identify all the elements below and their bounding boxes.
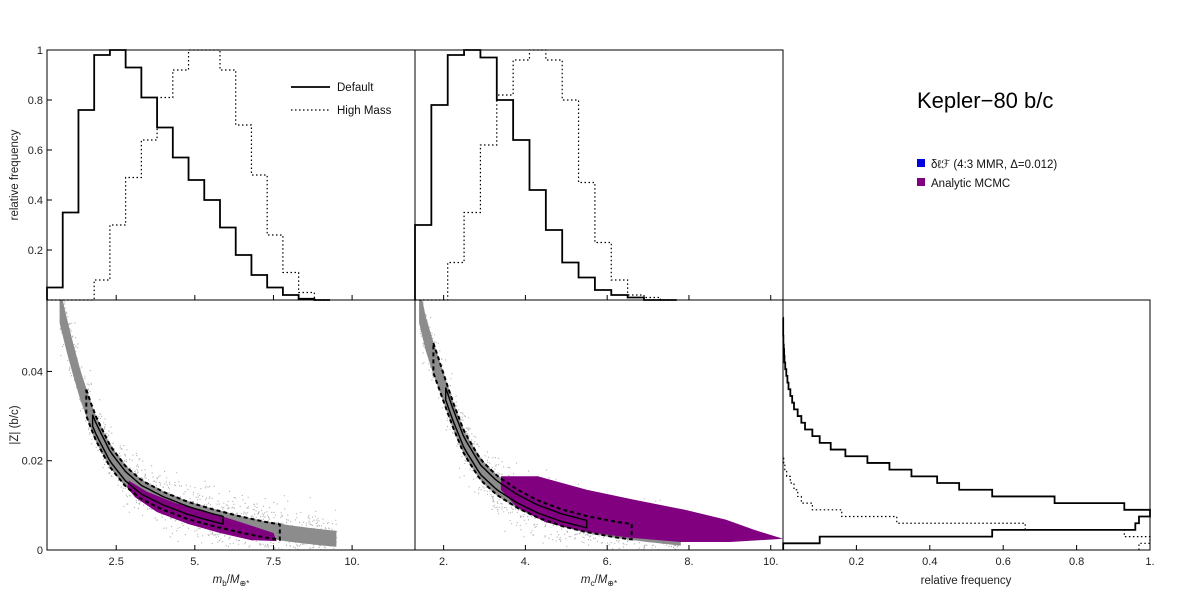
bottom-left-ytick-label: 0.04 bbox=[22, 366, 43, 378]
bottom-left-xtick-label: 2.5 bbox=[109, 556, 124, 568]
bottom-left-xtick-label: 10. bbox=[344, 556, 359, 568]
top-left-ytick-label: 0.6 bbox=[28, 145, 43, 157]
bottom-middle-contour-inner bbox=[445, 387, 588, 529]
bottom-middle-xtick-label: 6. bbox=[603, 556, 612, 568]
bottom-middle-xtick-label: 10. bbox=[763, 556, 778, 568]
top-left-hist-highmass bbox=[47, 49, 331, 301]
bottom-left-scatter-group bbox=[59, 300, 338, 550]
xlabel-mc: mc/M⊕* bbox=[581, 574, 617, 588]
frames-layer bbox=[46, 49, 1151, 551]
legend-label-nbody: δℓℱ (4:3 MMR, Δ=0.012) bbox=[931, 158, 1057, 171]
bottom-left-contour-inner bbox=[91, 414, 224, 525]
bottom-right-xtick-label: 0.4 bbox=[922, 556, 937, 568]
bottom-middle-scatter-group bbox=[419, 300, 783, 550]
bottom-middle-contour-outer bbox=[432, 342, 633, 541]
bottom-right-frame bbox=[782, 299, 1151, 551]
bottom-right-xtick-label: 1. bbox=[1145, 556, 1154, 568]
top-middle-hist-highmass bbox=[415, 49, 677, 301]
bottom-left-contour-outer bbox=[85, 389, 281, 541]
top-left-ytick-label: 0.2 bbox=[28, 245, 43, 257]
top-left-ytick-label: 1 bbox=[37, 45, 43, 57]
legend-label-analytic: Analytic MCMC bbox=[931, 178, 1010, 190]
top-left-hist-default bbox=[46, 49, 331, 301]
legend-highmass-label: High Mass bbox=[337, 105, 392, 117]
text-layer: 0.2 0.4 0.6 0.8 1 0 0.02 0.04 2.5 5. 7.5 10. 2. 4. 6. 8… bbox=[9, 45, 1155, 588]
bottom-middle-analytic-region bbox=[500, 476, 783, 542]
top-left-ytick-label: 0.8 bbox=[28, 95, 43, 107]
bottom-right-xtick-label: 0.2 bbox=[849, 556, 864, 568]
bottom-left-xtick-label: 7.5 bbox=[266, 556, 281, 568]
figure-title: Kepler−80 b/c bbox=[917, 88, 1054, 113]
bottom-right-xtick-label: 0.8 bbox=[1069, 556, 1084, 568]
top-middle-hist-default bbox=[414, 49, 677, 301]
bottom-left-xtick-label: 5. bbox=[190, 556, 199, 568]
ylabel-relative-frequency: relative frequency bbox=[9, 129, 21, 220]
data-layer-fill bbox=[59, 300, 783, 550]
bottom-right-xtick-label: 0.6 bbox=[996, 556, 1011, 568]
bottom-left-ytick-label: 0 bbox=[37, 545, 43, 557]
bottom-middle-xtick-label: 4. bbox=[521, 556, 530, 568]
bottom-left-frame bbox=[46, 299, 416, 551]
bottom-middle-xtick-label: 8. bbox=[684, 556, 693, 568]
top-left-ytick-label: 0.4 bbox=[28, 195, 43, 207]
legend-swatch-analytic bbox=[917, 178, 925, 186]
legend-swatch-nbody bbox=[917, 159, 925, 167]
bottom-left-ytick-label: 0.02 bbox=[22, 456, 43, 468]
xlabel-mb: mb/M⊕* bbox=[213, 574, 250, 588]
xlabel-relative-frequency: relative frequency bbox=[921, 575, 1012, 587]
legend-default-label: Default bbox=[337, 82, 374, 94]
bottom-right-hist-default bbox=[782, 316, 1151, 550]
top-middle-frame bbox=[414, 49, 784, 301]
ylabel-z: |Z| (b/c) bbox=[9, 405, 21, 444]
bottom-middle-xtick-label: 2. bbox=[439, 556, 448, 568]
